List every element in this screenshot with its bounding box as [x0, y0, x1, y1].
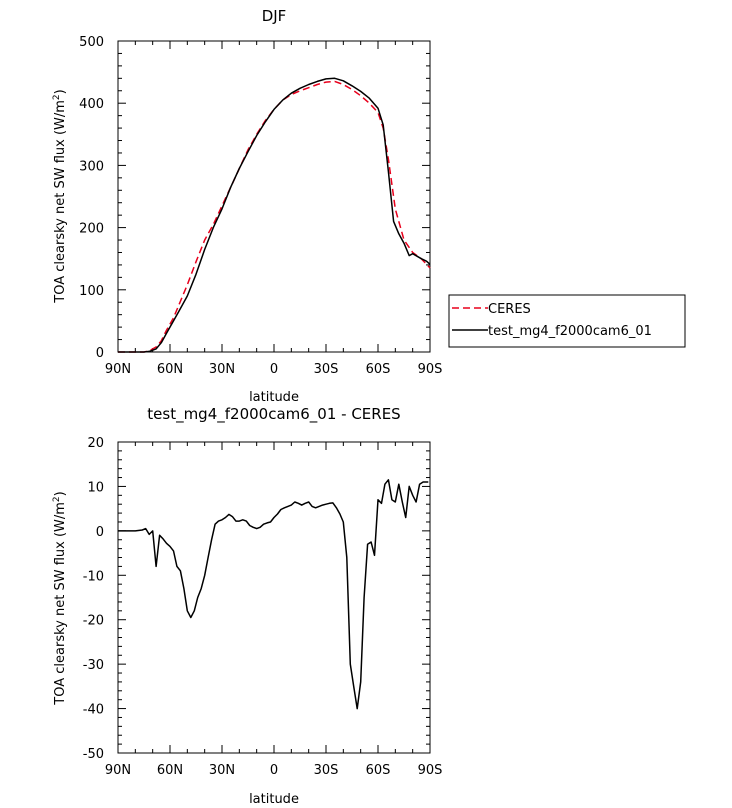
bottom-y-axis-label-sup: 2: [52, 496, 62, 502]
top-y-axis-label-sup: 2: [52, 94, 62, 100]
bottom-panel-axes: 90N 60N 30N 0 30S 60S 90S -50 -40 -30 -20 -10 0 10 20: [83, 436, 443, 778]
top-x-tick-label: 60S: [366, 362, 391, 377]
bottom-y-axis-label-main: TOA clearsky net SW flux (W/m: [53, 502, 68, 706]
top-y-tick-label: 100: [79, 284, 104, 299]
top-y-tick-label: 0: [96, 346, 104, 361]
top-panel-series: [118, 77, 431, 353]
top-panel-title: DJF: [262, 7, 287, 25]
bottom-y-tick-label: -10: [83, 569, 104, 584]
bottom-x-axis-label: latitude: [249, 792, 299, 807]
bottom-panel-title: test_mg4_f2000cam6_01 - CERES: [147, 405, 400, 424]
bottom-plot-frame: [117, 441, 431, 754]
bottom-y-tick-label: 0: [96, 525, 104, 540]
top-x-tick-label: 0: [270, 362, 278, 377]
top-y-axis-label-close: ): [53, 89, 68, 94]
top-y-tick-label: 400: [79, 97, 104, 112]
bottom-x-tick-label: 0: [270, 763, 278, 778]
top-y-axis-label: TOA clearsky net SW flux (W/m2): [52, 89, 68, 303]
bottom-x-tick-label: 30S: [314, 763, 339, 778]
bottom-x-tick-label: 90N: [105, 763, 131, 778]
top-series-ceres-line: [118, 80, 431, 353]
top-y-axis-label-main: TOA clearsky net SW flux (W/m: [53, 100, 68, 304]
top-plot-frame: [117, 40, 431, 353]
top-y-tick-label: 500: [79, 35, 104, 50]
legend-box: [448, 294, 686, 348]
bottom-x-tick-label: 30N: [209, 763, 235, 778]
top-y-tick-label: 200: [79, 222, 104, 237]
bottom-y-tick-label: -20: [83, 614, 104, 629]
top-y-tick-label: 300: [79, 159, 104, 174]
top-x-tick-label: 60N: [157, 362, 183, 377]
top-x-axis-label: latitude: [249, 390, 299, 405]
legend: CERES test_mg4_f2000cam6_01: [448, 294, 686, 348]
bottom-y-tick-label: 10: [87, 480, 104, 495]
bottom-panel: test_mg4_f2000cam6_01 - CERES 90N 60N 30N 0…: [52, 405, 442, 807]
top-series-test-mg4-f2000cam6-01-line: [118, 77, 431, 353]
top-x-tick-label: 90N: [105, 362, 131, 377]
bottom-x-tick-label: 90S: [418, 763, 443, 778]
bottom-y-tick-label: -30: [83, 658, 104, 673]
bottom-y-axis-label: TOA clearsky net SW flux (W/m2): [52, 491, 68, 705]
bottom-y-tick-label: 20: [87, 436, 104, 451]
top-panel-axes: 90N 60N 30N 0 30S 60S 90S 0 100 200 300 400 500: [79, 35, 442, 377]
bottom-x-tick-label: 60N: [157, 763, 183, 778]
top-panel: DJF 90N 60N 30N 0 30S 60S 90S0100200300400500 …: [52, 7, 686, 405]
bottom-panel-series: [118, 479, 429, 710]
bottom-series-difference-line: [118, 479, 429, 710]
bottom-y-tick-label: -40: [83, 703, 104, 718]
top-x-tick-label: 30S: [314, 362, 339, 377]
bottom-y-axis-label-close: ): [53, 491, 68, 496]
top-x-tick-label: 90S: [418, 362, 443, 377]
top-x-tick-label: 30N: [209, 362, 235, 377]
legend-label-test: test_mg4_f2000cam6_01: [488, 324, 652, 339]
bottom-x-tick-label: 60S: [366, 763, 391, 778]
legend-label-ceres: CERES: [488, 302, 531, 317]
bottom-y-tick-label: -50: [83, 747, 104, 762]
